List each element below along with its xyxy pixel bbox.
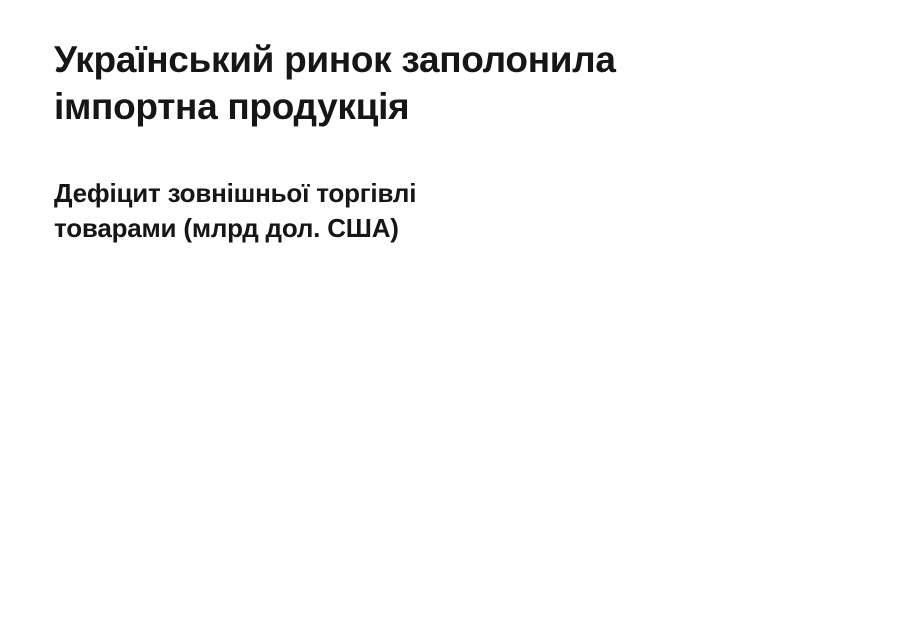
page-title: Український ринок заполонила імпортна пр… — [54, 39, 616, 127]
chart-subtitle: Дефіцит зовнішньої торгівлі товарами (мл… — [54, 178, 417, 243]
